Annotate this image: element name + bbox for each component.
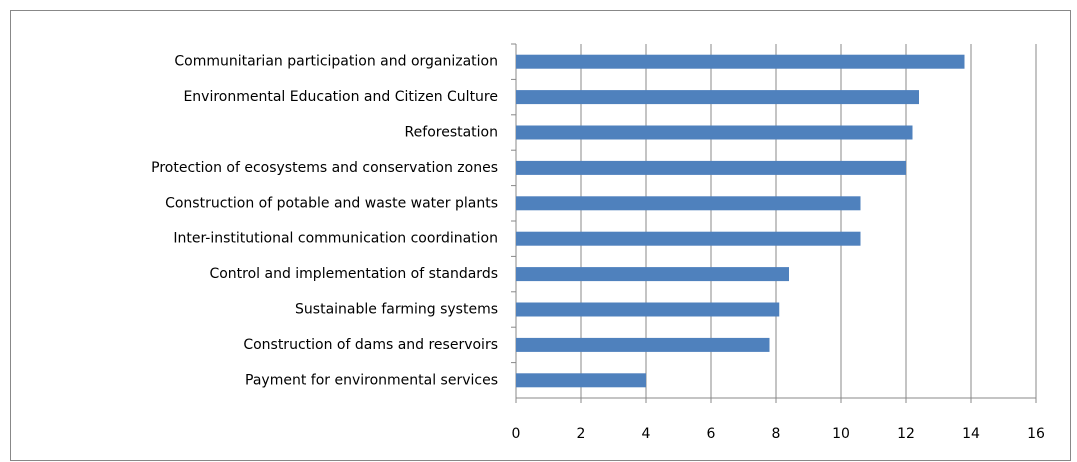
- bar: [516, 373, 646, 388]
- y-tick-label: Control and implementation of standards: [209, 266, 498, 282]
- x-tick-label: 16: [1027, 426, 1045, 442]
- x-tick-label: 0: [512, 426, 521, 442]
- x-tick-label: 2: [577, 426, 586, 442]
- y-tick-label: Construction of potable and waste water …: [165, 195, 498, 211]
- x-tick-label: 10: [832, 426, 850, 442]
- bar: [516, 302, 780, 317]
- bar: [516, 196, 861, 211]
- x-tick-label: 4: [642, 426, 651, 442]
- x-tick-label: 12: [897, 426, 915, 442]
- y-tick-label: Protection of ecosystems and conservatio…: [151, 160, 498, 176]
- bar: [516, 337, 770, 352]
- bar: [516, 231, 861, 246]
- bar: [516, 125, 913, 140]
- y-tick-label: Inter-institutional communication coordi…: [173, 231, 498, 247]
- x-tick-label: 14: [962, 426, 980, 442]
- y-tick-label: Payment for environmental services: [245, 372, 498, 388]
- bar: [516, 160, 906, 175]
- y-tick-label: Environmental Education and Citizen Cult…: [183, 89, 498, 105]
- y-tick-label: Construction of dams and reservoirs: [243, 337, 498, 353]
- y-tick-label: Communitarian participation and organiza…: [174, 54, 498, 70]
- bar: [516, 90, 919, 105]
- bar: [516, 54, 965, 69]
- bar: [516, 267, 789, 282]
- y-tick-label: Reforestation: [405, 125, 498, 141]
- x-tick-label: 8: [772, 426, 781, 442]
- y-tick-label: Sustainable farming systems: [295, 302, 498, 318]
- x-tick-label: 6: [707, 426, 716, 442]
